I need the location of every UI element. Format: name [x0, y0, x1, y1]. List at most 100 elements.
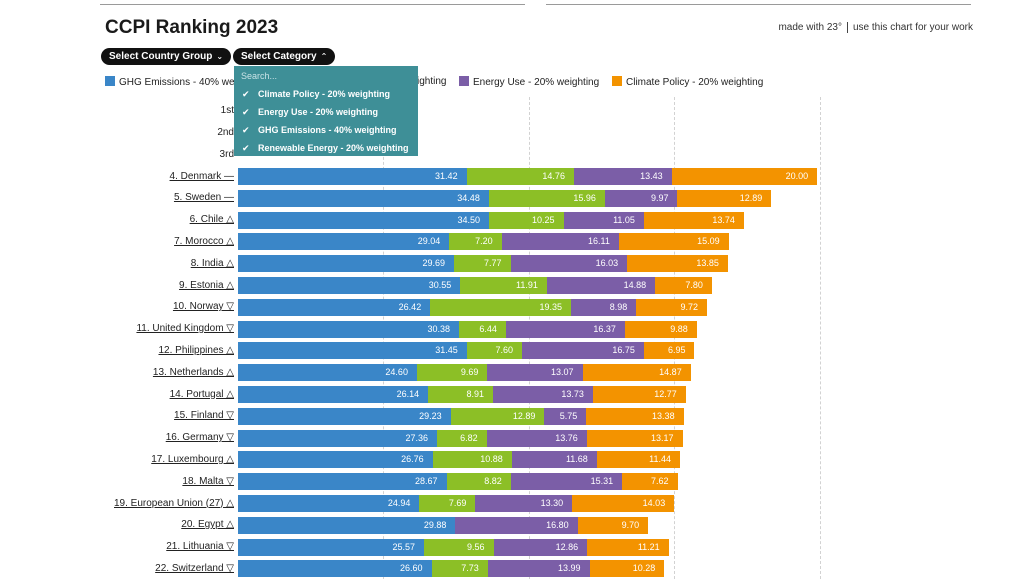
bar-segment-ghg[interactable]: [238, 277, 461, 294]
country-link[interactable]: 7. Morocco △: [174, 235, 234, 247]
bar-segment-renewable[interactable]: [450, 407, 545, 425]
bar-segment-energy[interactable]: [522, 342, 644, 360]
bar-segment-policy[interactable]: [572, 495, 675, 512]
bar-segment-ghg[interactable]: [238, 451, 433, 469]
dropdown-item-ghg-emissions[interactable]: ✔ GHG Emissions - 40% weighting: [242, 124, 397, 136]
bar-segment-energy[interactable]: [487, 364, 583, 382]
bar-segment-renewable[interactable]: [488, 189, 605, 207]
bar-segment-renewable[interactable]: [432, 451, 512, 469]
bar-segment-policy[interactable]: [624, 320, 697, 338]
use-chart-link[interactable]: use this chart for your work: [852, 22, 973, 33]
country-link[interactable]: 13. Netherlands △: [152, 366, 234, 378]
bar-segment-energy[interactable]: [492, 386, 593, 403]
bar-segment-energy[interactable]: [544, 407, 587, 425]
bar-segment-ghg[interactable]: [238, 538, 425, 556]
bar-segment-policy[interactable]: [587, 538, 669, 556]
bar-segment-renewable[interactable]: [449, 233, 502, 251]
bar-segment-policy[interactable]: [589, 560, 665, 578]
bar-segment-renewable[interactable]: [428, 386, 493, 403]
select-category-button[interactable]: Select Category ⌃: [233, 48, 336, 65]
bar-segment-policy[interactable]: [596, 451, 681, 469]
made-with-link[interactable]: made with 23°: [778, 22, 842, 33]
category-search-input[interactable]: Search...: [241, 71, 278, 81]
bar-segment-renewable[interactable]: [459, 320, 506, 338]
bar-segment-ghg[interactable]: [238, 516, 456, 534]
country-link[interactable]: 5. Sweden —: [173, 192, 234, 204]
select-country-group-button[interactable]: Select Country Group ⌄: [101, 48, 232, 65]
bar-segment-ghg[interactable]: [238, 189, 489, 207]
bar-segment-renewable[interactable]: [460, 277, 547, 294]
bar-segment-ghg[interactable]: [238, 298, 431, 316]
legend-item-ghg[interactable]: GHG Emissions - 40% we: [105, 76, 235, 89]
country-link[interactable]: 15. Finland ▽: [174, 410, 234, 422]
bar-segment-energy[interactable]: [455, 516, 578, 534]
legend-item-renewable[interactable]: ighting: [417, 76, 446, 88]
bar-segment-renewable[interactable]: [466, 168, 574, 185]
bar-segment-renewable[interactable]: [416, 364, 488, 382]
bar-segment-policy[interactable]: [643, 211, 744, 229]
bar-segment-energy[interactable]: [475, 495, 573, 512]
bar-segment-policy[interactable]: [677, 189, 772, 207]
bar-segment-energy[interactable]: [546, 277, 656, 294]
bar-segment-renewable[interactable]: [437, 429, 487, 447]
bar-segment-policy[interactable]: [586, 429, 683, 447]
bar-segment-energy[interactable]: [570, 298, 637, 316]
country-link[interactable]: 4. Denmark —: [169, 170, 234, 182]
bar-segment-ghg[interactable]: [238, 342, 467, 360]
bar-segment-policy[interactable]: [582, 364, 691, 382]
bar-segment-energy[interactable]: [511, 451, 597, 469]
dropdown-item-climate-policy[interactable]: ✔ Climate Policy - 20% weighting: [242, 88, 390, 100]
bar-segment-policy[interactable]: [671, 168, 818, 185]
bar-segment-ghg[interactable]: [238, 386, 429, 403]
country-link[interactable]: 12. Philippines △: [158, 344, 234, 356]
bar-segment-ghg[interactable]: [238, 168, 467, 185]
bar-segment-policy[interactable]: [636, 298, 707, 316]
bar-segment-renewable[interactable]: [424, 538, 494, 556]
country-link[interactable]: 8. India △: [190, 257, 234, 269]
dropdown-item-renewable-energy[interactable]: ✔ Renewable Energy - 20% weighting: [242, 142, 409, 154]
bar-segment-renewable[interactable]: [446, 473, 511, 491]
bar-segment-energy[interactable]: [510, 255, 628, 273]
country-link[interactable]: 10. Norway ▽: [172, 301, 234, 313]
bar-segment-energy[interactable]: [563, 211, 644, 229]
bar-segment-policy[interactable]: [655, 277, 712, 294]
bar-segment-ghg[interactable]: [238, 495, 420, 512]
country-link[interactable]: 19. European Union (27) △: [114, 497, 234, 509]
bar-segment-ghg[interactable]: [238, 255, 454, 273]
bar-segment-policy[interactable]: [643, 342, 695, 360]
bar-segment-ghg[interactable]: [238, 233, 450, 251]
bar-segment-ghg[interactable]: [238, 560, 432, 578]
country-link[interactable]: 18. Malta ▽: [182, 475, 234, 487]
country-link[interactable]: 17. Luxembourg △: [151, 453, 234, 465]
bar-segment-ghg[interactable]: [238, 364, 417, 382]
bar-segment-energy[interactable]: [505, 320, 625, 338]
bar-segment-ghg[interactable]: [238, 211, 489, 229]
bar-segment-energy[interactable]: [604, 189, 678, 207]
country-link[interactable]: 21. Lithuania ▽: [166, 541, 234, 553]
bar-segment-policy[interactable]: [622, 473, 678, 491]
bar-segment-energy[interactable]: [487, 560, 590, 578]
bar-segment-policy[interactable]: [618, 233, 729, 251]
bar-segment-ghg[interactable]: [238, 320, 459, 338]
bar-segment-energy[interactable]: [573, 168, 672, 185]
country-link[interactable]: 22. Switzerland ▽: [155, 562, 234, 574]
country-link[interactable]: 11. United Kingdom ▽: [136, 323, 234, 335]
country-link[interactable]: 6. Chile △: [189, 214, 234, 226]
bar-segment-renewable[interactable]: [453, 255, 511, 273]
bar-segment-renewable[interactable]: [419, 495, 476, 512]
bar-segment-energy[interactable]: [501, 233, 619, 251]
bar-segment-energy[interactable]: [510, 473, 623, 491]
bar-segment-policy[interactable]: [586, 407, 684, 425]
country-link[interactable]: 14. Portugal △: [169, 388, 234, 400]
bar-segment-ghg[interactable]: [238, 407, 451, 425]
bar-segment-policy[interactable]: [592, 386, 686, 403]
legend-item-policy[interactable]: Climate Policy - 20% weighting: [612, 76, 763, 89]
bar-segment-renewable[interactable]: [488, 211, 564, 229]
country-link[interactable]: 20. Egypt △: [181, 519, 234, 531]
bar-segment-energy[interactable]: [486, 429, 587, 447]
bar-segment-renewable[interactable]: [430, 298, 571, 316]
bar-segment-renewable[interactable]: [431, 560, 488, 578]
country-link[interactable]: 9. Estonia △: [179, 279, 234, 291]
bar-segment-renewable[interactable]: [466, 342, 523, 360]
dropdown-item-energy-use[interactable]: ✔ Energy Use - 20% weighting: [242, 106, 378, 118]
